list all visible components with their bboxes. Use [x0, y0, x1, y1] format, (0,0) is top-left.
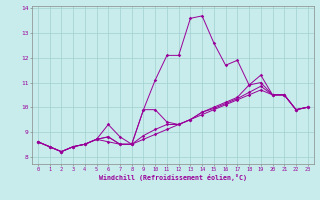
- X-axis label: Windchill (Refroidissement éolien,°C): Windchill (Refroidissement éolien,°C): [99, 174, 247, 181]
